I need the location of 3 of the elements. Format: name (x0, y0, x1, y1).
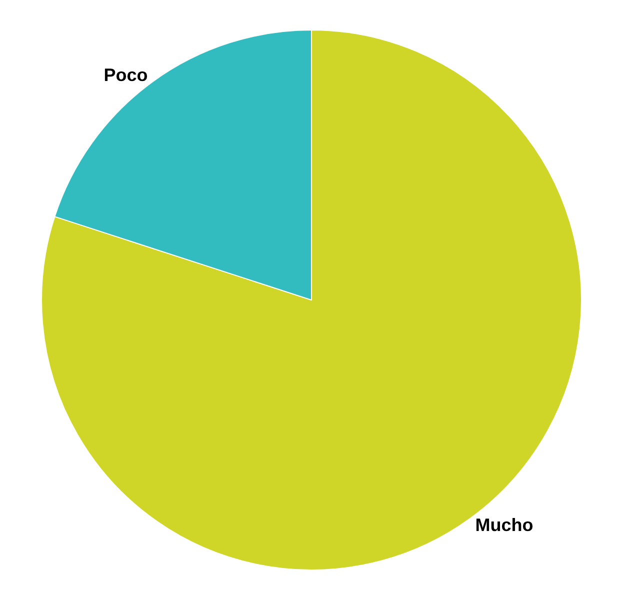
slice-label: Mucho (475, 514, 534, 535)
slice-label: Poco (104, 65, 148, 86)
pie-slice (41, 30, 582, 570)
